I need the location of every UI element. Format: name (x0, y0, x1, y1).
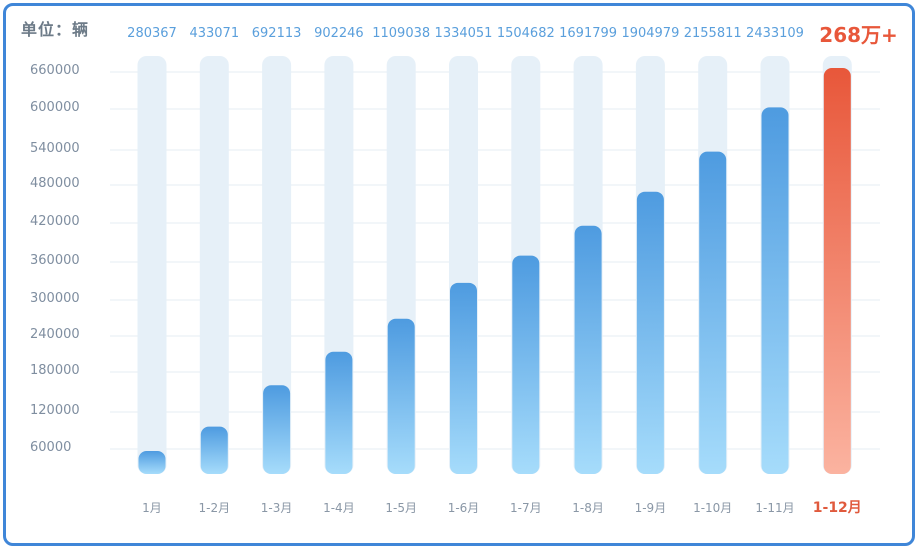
value-label: 692113 (251, 26, 302, 41)
bar-1-12月 (823, 68, 851, 474)
y-tick-label: 300000 (30, 291, 80, 306)
x-category-label: 1-6月 (447, 501, 480, 515)
y-tick-label: 60000 (30, 440, 72, 455)
value-label: 280367 (127, 26, 177, 41)
value-label: 1904979 (621, 26, 680, 41)
x-category-label: 1-10月 (693, 501, 733, 515)
bar-1-10月 (699, 151, 727, 475)
value-label: 2433109 (746, 26, 804, 41)
x-category-label: 1-5月 (385, 501, 417, 515)
x-category-label: 1-7月 (509, 501, 542, 515)
y-tick-label: 660000 (30, 63, 80, 78)
bar-1-5月 (387, 318, 415, 474)
value-label: 1334051 (434, 26, 493, 41)
bar-1月 (138, 451, 166, 474)
x-category-label: 1-12月 (812, 500, 862, 516)
y-tick-label: 240000 (30, 327, 80, 342)
total-value-label: 268万+ (819, 23, 898, 47)
y-tick-label: 180000 (30, 363, 80, 378)
value-label: 1504682 (496, 26, 555, 41)
value-label: 1109038 (372, 26, 431, 41)
y-tick-label: 360000 (30, 253, 80, 268)
value-label: 1691799 (559, 26, 618, 41)
bar-1-6月 (450, 282, 477, 474)
bar-1-2月 (200, 426, 228, 474)
bar-1-9月 (636, 191, 664, 475)
bar-1-11月 (761, 107, 789, 475)
value-label: 902246 (314, 26, 364, 41)
y-tick-label: 600000 (30, 100, 80, 115)
y-tick-label: 480000 (30, 176, 80, 191)
value-label: 2155811 (683, 26, 742, 41)
bar-track (262, 56, 292, 474)
x-category-label: 1-8月 (572, 501, 604, 515)
x-category-label: 1-9月 (634, 501, 667, 515)
x-category-label: 1月 (142, 501, 162, 515)
y-tick-label: 540000 (30, 141, 80, 156)
x-category-label: 1-4月 (323, 501, 355, 515)
unit-label: 单位：辆 (21, 20, 90, 39)
x-category-label: 1-3月 (260, 501, 293, 515)
bar-track (199, 56, 229, 474)
bar-1-7月 (512, 255, 540, 474)
bar-1-4月 (325, 351, 353, 474)
bar-track (137, 56, 167, 474)
x-category-label: 1-11月 (755, 501, 795, 515)
y-tick-label: 420000 (30, 214, 80, 229)
bar-1-3月 (263, 385, 291, 474)
y-tick-label: 120000 (30, 403, 80, 418)
bar-1-8月 (574, 225, 602, 474)
x-category-label: 1-2月 (198, 501, 231, 515)
value-label: 433071 (189, 26, 240, 41)
